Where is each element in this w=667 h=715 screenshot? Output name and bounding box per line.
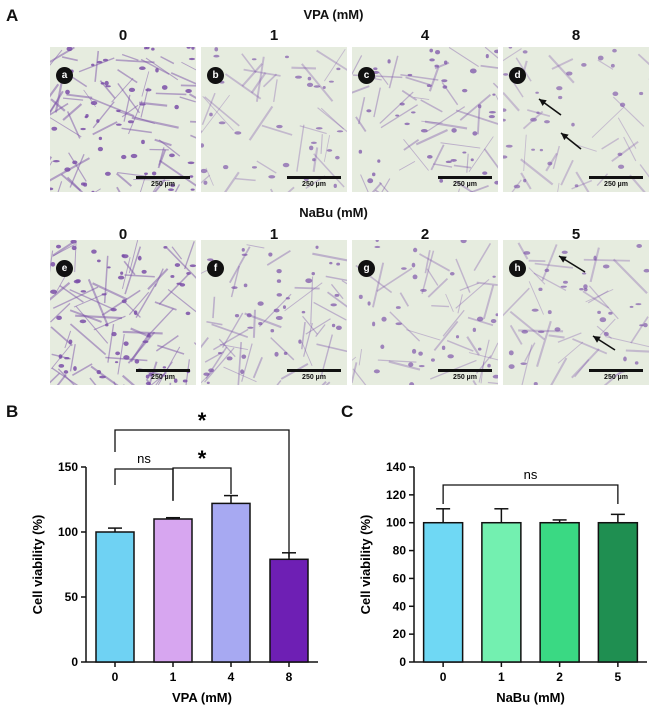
x-tick-label: 2 <box>556 670 563 684</box>
scale-bar: 250 µm <box>136 369 190 381</box>
x-tick-label: 0 <box>112 670 119 684</box>
micrograph: f 250 µm <box>201 240 347 385</box>
scale-bar-label: 250 µm <box>302 374 326 381</box>
row-title: NaBu (mM) <box>299 205 368 220</box>
significance-bracket <box>442 484 619 504</box>
concentration-label: 0 <box>118 27 128 44</box>
bar <box>211 502 251 663</box>
row-title: VPA (mM) <box>303 7 364 22</box>
scale-bar-label: 250 µm <box>604 374 628 381</box>
panel-letter-b: B <box>6 402 19 421</box>
x-tick-label: 0 <box>440 670 447 684</box>
significance-bracket <box>114 468 174 500</box>
significance-label: * <box>198 408 207 433</box>
y-tick-label: 120 <box>386 488 406 502</box>
y-tick-label: 60 <box>393 571 407 585</box>
bar <box>153 518 193 663</box>
bar <box>481 521 522 663</box>
y-tick-label: 100 <box>58 525 78 539</box>
y-tick-label: 140 <box>386 460 406 474</box>
x-tick-label: 1 <box>170 670 177 684</box>
subpanel-badge: a <box>56 67 73 84</box>
scale-bar: 250 µm <box>438 176 492 188</box>
scale-bar-line <box>136 176 190 179</box>
scale-bar-label: 250 µm <box>453 181 477 188</box>
bar <box>539 521 580 663</box>
micrograph: b 250 µm <box>201 47 347 192</box>
y-tick-label: 150 <box>58 460 78 474</box>
y-tick-label: 80 <box>393 544 407 558</box>
subpanel-badge: c <box>358 67 375 84</box>
x-tick-label: 8 <box>286 670 293 684</box>
concentration-label: 2 <box>420 226 430 243</box>
y-tick-label: 0 <box>399 655 406 669</box>
scale-bar-label: 250 µm <box>302 181 326 188</box>
subpanel-badge: b <box>207 67 224 84</box>
concentration-label: 0 <box>118 226 128 243</box>
scale-bar-label: 250 µm <box>151 374 175 381</box>
panel-letter-c: C <box>341 402 354 421</box>
scale-bar-label: 250 µm <box>151 181 175 188</box>
micrograph: g 250 µm <box>352 240 498 385</box>
x-axis-title: NaBu (mM) <box>496 690 565 705</box>
scale-bar: 250 µm <box>589 369 643 381</box>
x-axis-title: VPA (mM) <box>172 690 232 705</box>
concentration-label: 1 <box>269 226 279 243</box>
micrograph: c 250 µm <box>352 47 498 192</box>
scale-bar: 250 µm <box>589 176 643 188</box>
x-tick-label: 1 <box>498 670 505 684</box>
scale-bar-line <box>589 369 643 372</box>
panel-letter-a: A <box>6 6 19 25</box>
chart-nabu-viability: 0 20 40 60 80 100 120 140 Cell viability (%) 0 1 2 5… <box>358 460 647 705</box>
subpanel-badge: f <box>207 260 224 277</box>
y-tick-label: 50 <box>65 590 79 604</box>
micrograph: d 250 µm <box>503 47 649 192</box>
bar <box>422 521 464 663</box>
micrograph: a 250 µm <box>50 47 196 192</box>
subpanel-badge: e <box>56 260 73 277</box>
concentration-label: 1 <box>269 27 279 44</box>
scale-bar: 250 µm <box>136 176 190 188</box>
concentration-label: 5 <box>571 226 581 243</box>
y-tick-label: 0 <box>71 655 78 669</box>
bar <box>95 531 135 663</box>
significance-bracket <box>114 429 290 557</box>
y-tick-label: 20 <box>393 627 407 641</box>
concentration-label: 4 <box>420 27 430 44</box>
significance-label: * <box>198 446 207 471</box>
scale-bar: 250 µm <box>438 369 492 381</box>
scale-bar-label: 250 µm <box>604 181 628 188</box>
x-tick-label: 4 <box>228 670 235 684</box>
scale-bar-line <box>287 176 341 179</box>
significance-label: ns <box>137 451 151 466</box>
y-axis-title: Cell viability (%) <box>358 515 373 615</box>
subpanel-badge: d <box>509 67 526 84</box>
significance-bracket <box>172 467 232 501</box>
scale-bar-line <box>438 369 492 372</box>
scale-bar-line <box>438 176 492 179</box>
chart-vpa-viability: 0 50 100 150 Cell viability (%) 0 1 4 8 VPA (mM) n… <box>30 408 318 705</box>
micrograph: e 250 µm <box>50 240 196 385</box>
bar <box>269 558 309 663</box>
y-tick-label: 40 <box>393 599 407 613</box>
x-tick-label: 5 <box>615 670 622 684</box>
bar <box>597 521 639 663</box>
y-tick-label: 100 <box>386 516 406 530</box>
scale-bar: 250 µm <box>287 176 341 188</box>
scale-bar-line <box>589 176 643 179</box>
scale-bar-label: 250 µm <box>453 374 477 381</box>
significance-label: ns <box>524 467 538 482</box>
subpanel-badge: h <box>509 260 526 277</box>
subpanel-badge: g <box>358 260 375 277</box>
y-axis-title: Cell viability (%) <box>30 515 45 615</box>
scale-bar-line <box>287 369 341 372</box>
scale-bar-line <box>136 369 190 372</box>
micrograph: h 250 µm <box>503 240 649 385</box>
scale-bar: 250 µm <box>287 369 341 381</box>
concentration-label: 8 <box>571 27 581 44</box>
